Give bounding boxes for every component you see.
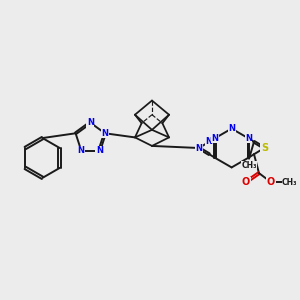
Text: S: S	[261, 143, 268, 153]
Text: CH₃: CH₃	[241, 161, 257, 170]
Text: N: N	[87, 118, 94, 127]
Text: N: N	[211, 134, 218, 143]
Text: N: N	[101, 129, 109, 138]
Text: N: N	[206, 137, 213, 146]
Text: N: N	[195, 143, 203, 152]
Text: N: N	[245, 134, 252, 143]
Text: O: O	[267, 177, 275, 187]
Text: N: N	[96, 146, 103, 155]
Text: O: O	[242, 177, 250, 187]
Text: N: N	[228, 124, 235, 133]
Text: N: N	[78, 146, 85, 155]
Text: CH₃: CH₃	[282, 178, 298, 187]
